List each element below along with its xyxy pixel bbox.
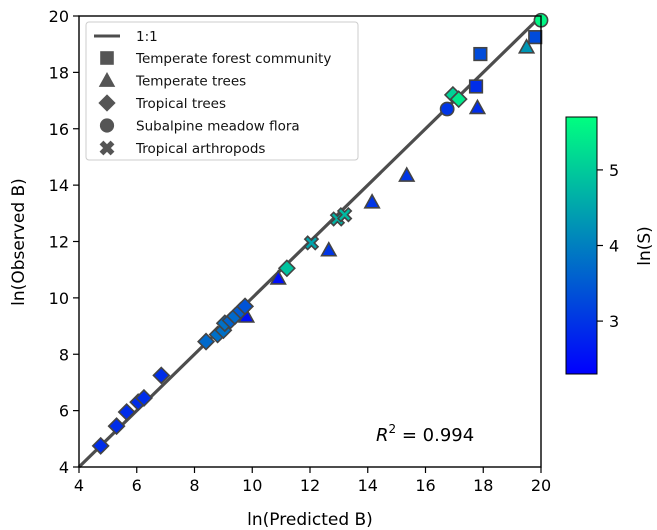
data-points	[91, 12, 549, 455]
legend-marker-diamond	[98, 94, 116, 112]
x-tick-label-5: 14	[358, 476, 378, 495]
colorbar-tick-label-1: 4	[609, 237, 619, 256]
x-tick-label-3: 10	[242, 476, 262, 495]
x-tick-label-4: 12	[300, 476, 320, 495]
y-tick-label-1: 6	[59, 402, 69, 421]
point-triangle-1-2	[320, 241, 338, 257]
point-triangle-1-1	[269, 269, 287, 285]
legend-label-4: Tropical arthropods	[135, 141, 265, 157]
point-triangle-1-4	[398, 166, 416, 182]
x-tick-label-6: 16	[415, 476, 435, 495]
y-tick-label-2: 8	[59, 345, 69, 364]
point-circle-3-0	[439, 101, 455, 117]
legend-label-2: Tropical trees	[135, 96, 226, 112]
r-squared-value: = 0.994	[396, 425, 474, 446]
point-triangle-1-3	[363, 193, 381, 209]
point-square-0-0	[468, 79, 484, 94]
legend-frame	[85, 21, 359, 161]
y-tick-label-7: 18	[49, 63, 69, 82]
point-cross-4-0	[303, 235, 320, 251]
point-diamond-2-5	[152, 366, 171, 385]
y-tick-label-6: 16	[49, 120, 69, 139]
legend-marker-cross	[99, 140, 115, 156]
point-diamond-2-16	[449, 90, 468, 109]
point-square-0-1	[473, 46, 488, 62]
point-diamond-2-13	[236, 297, 255, 316]
colorbar-ticks: 3 4 5	[597, 161, 619, 331]
colorbar-tick-label-0: 3	[609, 312, 619, 331]
legend: 1:1 Temperate forest communityTemperate …	[85, 21, 359, 161]
point-diamond-2-4	[134, 388, 153, 407]
point-diamond-2-0	[91, 436, 110, 455]
colorbar-gradient	[565, 116, 598, 375]
point-square-0-2	[528, 30, 543, 45]
y-axis-label: ln(Observed B)	[9, 178, 29, 306]
r-squared-annotation: R2 = 0.994	[376, 422, 474, 446]
legend-label-one-to-one: 1:1	[136, 29, 158, 45]
r-squared-symbol: R	[376, 425, 389, 446]
x-tick-label-7: 18	[473, 476, 493, 495]
colorbar: 3 4 5 ln(S)	[565, 116, 655, 375]
legend-marker-square	[100, 51, 114, 65]
legend-marker-triangle	[98, 71, 116, 87]
point-triangle-1-6	[517, 38, 536, 54]
point-cross-4-2	[336, 206, 353, 223]
legend-label-0: Temperate forest community	[135, 51, 331, 67]
x-tick-label-1: 6	[132, 476, 142, 495]
point-diamond-2-14	[277, 259, 296, 278]
y-tick-label-3: 10	[49, 289, 69, 308]
y-tick-label-5: 14	[49, 176, 69, 195]
legend-label-1: Temperate trees	[135, 74, 246, 90]
r-squared-exponent: 2	[389, 422, 397, 436]
x-tick-label-8: 20	[531, 476, 551, 495]
y-tick-label-0: 4	[59, 458, 69, 477]
point-triangle-1-5	[468, 98, 487, 115]
legend-label-3: Subalpine meadow flora	[136, 119, 300, 135]
colorbar-tick-label-2: 5	[609, 161, 619, 180]
point-diamond-2-6	[197, 332, 216, 351]
point-diamond-2-2	[117, 403, 136, 422]
x-tick-label-2: 8	[189, 476, 199, 495]
y-tick-label-8: 20	[49, 7, 69, 26]
point-diamond-2-1	[107, 417, 126, 436]
y-tick-label-4: 12	[49, 233, 69, 252]
legend-marker-circle	[99, 118, 115, 133]
x-tick-label-0: 4	[74, 476, 84, 495]
x-axis-label: ln(Predicted B)	[247, 510, 373, 530]
colorbar-label: ln(S)	[635, 226, 655, 266]
legend-entries: Temperate forest community Temperate tree…	[98, 51, 331, 157]
